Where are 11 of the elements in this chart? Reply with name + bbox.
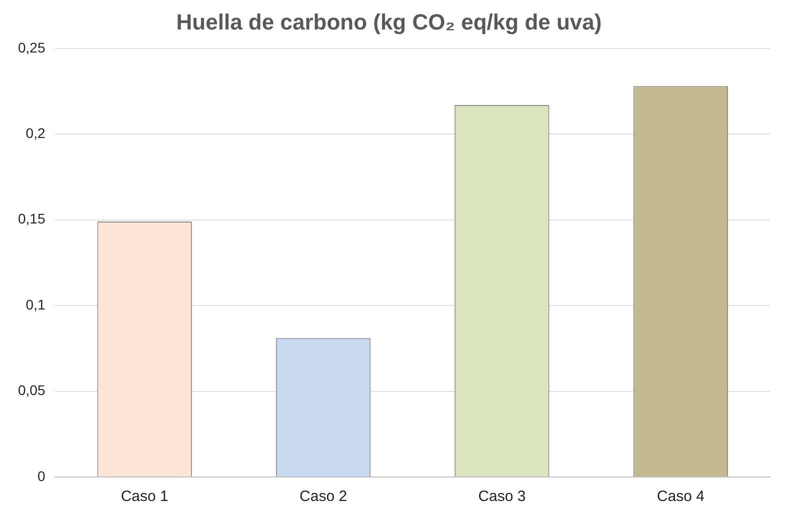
x-tick-label: Caso 1 (120, 488, 168, 506)
y-tick-label: 0,15 (18, 210, 46, 227)
y-tick-label: 0,1 (26, 296, 46, 312)
y-tick-label: 0,25 (18, 39, 46, 56)
chart-title: Huella de carbono (kg CO₂ eq/kg de uva) (176, 9, 602, 34)
y-tick-label: 0 (37, 468, 46, 484)
x-tick-label: Caso 4 (656, 488, 704, 506)
x-tick-label: Caso 3 (478, 488, 526, 506)
x-tick-label: Caso 2 (300, 488, 348, 506)
y-tick-label: 0,05 (18, 382, 46, 398)
y-tick-label: 0,2 (26, 124, 46, 141)
